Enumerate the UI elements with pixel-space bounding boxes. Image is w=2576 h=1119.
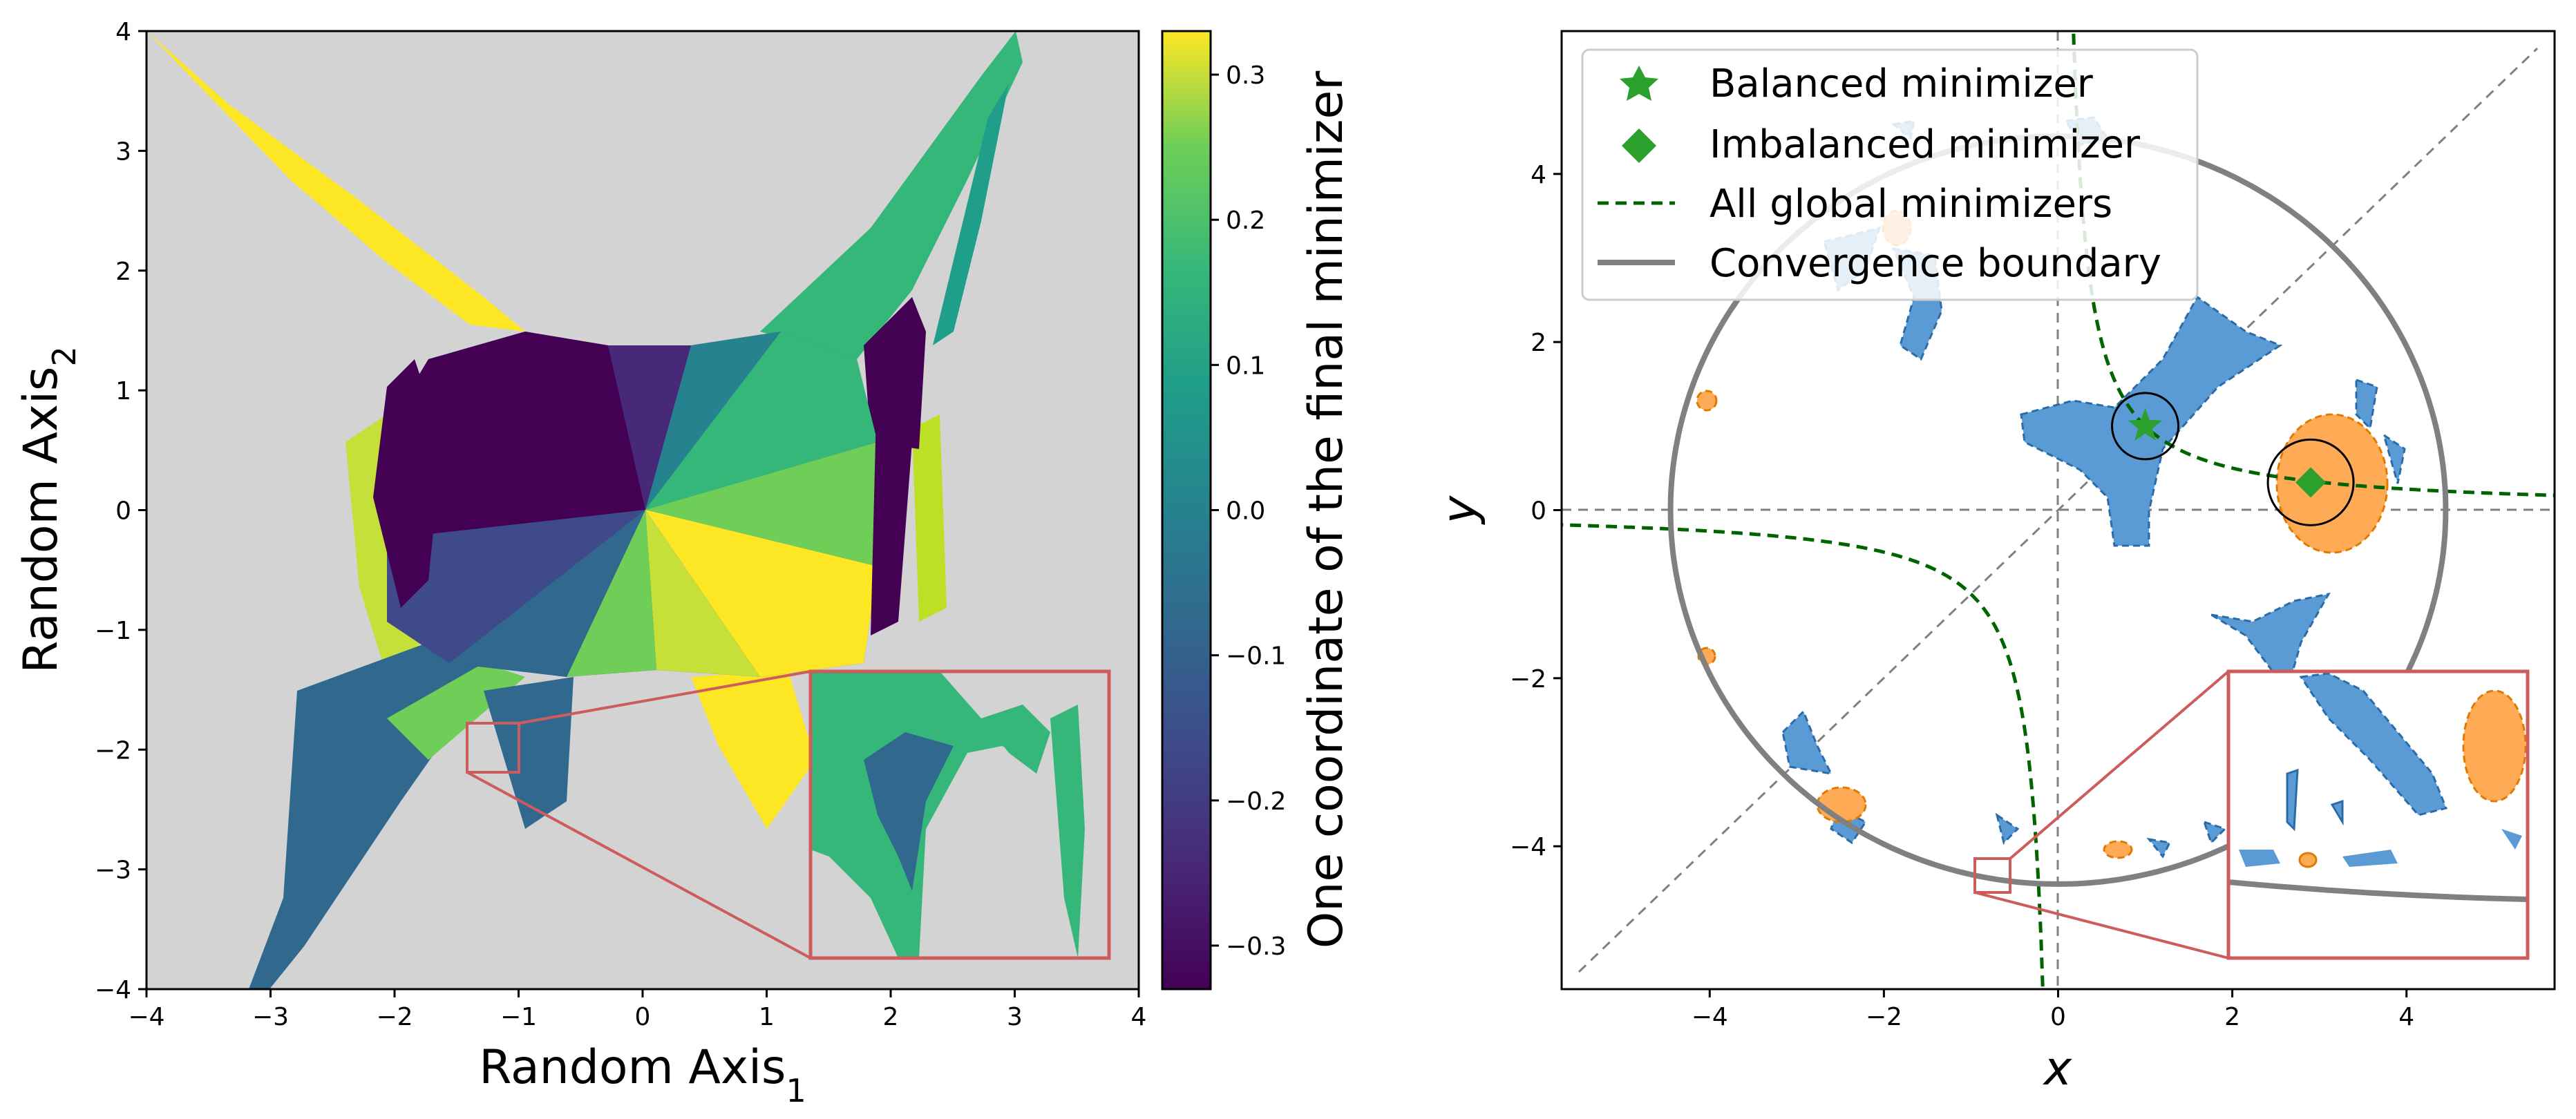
right-xtick-label: 4 bbox=[2398, 1003, 2414, 1031]
right-inset-source-box bbox=[1973, 857, 2011, 894]
legend-star-icon bbox=[1620, 66, 1658, 101]
left-xtick-label: −2 bbox=[376, 1003, 413, 1031]
colorbar-tick-label: 0.2 bbox=[1226, 207, 1265, 235]
right-inset bbox=[2226, 669, 2530, 960]
right-xtick-label: −2 bbox=[1866, 1003, 1902, 1031]
right-xtick-label: −4 bbox=[1692, 1003, 1728, 1031]
right-ytick-label: −4 bbox=[1510, 833, 1546, 861]
legend-balanced-label: Balanced minimizer bbox=[1710, 61, 2094, 106]
right-axis-ticks: −4 −2 0 2 4 −4 −2 0 2 4 bbox=[1510, 161, 2414, 1031]
right-xlabel: x bbox=[2043, 1042, 2072, 1096]
left-inset bbox=[808, 669, 1111, 960]
colorbar-tick-label: −0.3 bbox=[1226, 932, 1286, 961]
legend-diamond-icon bbox=[1622, 128, 1656, 163]
left-xtick-label: 0 bbox=[635, 1003, 651, 1031]
left-inset-connector-bottom bbox=[466, 771, 811, 959]
left-ytick-label: −1 bbox=[95, 617, 131, 645]
balanced-minimizer-circle bbox=[2111, 392, 2180, 461]
diagonal-line bbox=[1578, 47, 2539, 973]
left-xtick-label: 3 bbox=[1007, 1003, 1023, 1031]
left-axis-ticks: −4 −3 −2 −1 0 1 2 3 4 −4 −3 −2 −1 0 1 2 3 4 bbox=[95, 18, 1147, 1031]
left-ytick-label: −2 bbox=[95, 736, 131, 765]
right-xtick-label: 2 bbox=[2224, 1003, 2240, 1031]
imbalanced-minimizer-point bbox=[2295, 467, 2327, 498]
right-inset-boundary bbox=[2228, 879, 2528, 902]
balanced-minimizer-point bbox=[2128, 408, 2163, 441]
colorbar-tick-label: 0.1 bbox=[1226, 352, 1265, 380]
colorbar-label: One coordinate of the final minimizer bbox=[1299, 71, 1354, 949]
right-ylabel: y bbox=[1432, 495, 1487, 525]
right-ytick-label: 4 bbox=[1531, 161, 1546, 189]
legend-imbalanced-label: Imbalanced minimizer bbox=[1710, 122, 2141, 167]
left-xtick-label: 2 bbox=[883, 1003, 899, 1031]
left-ylabel: Random Axis2 bbox=[14, 346, 83, 673]
left-ytick-label: −3 bbox=[95, 857, 131, 885]
global-minimizers-curve-lower bbox=[1562, 523, 2045, 989]
legend-boundary-label: Convergence boundary bbox=[1710, 241, 2161, 286]
colorbar-tick-label: −0.2 bbox=[1226, 787, 1286, 816]
left-inset-frame bbox=[808, 669, 1111, 960]
left-ytick-label: 3 bbox=[115, 137, 131, 166]
right-inset-connector-bottom bbox=[1974, 891, 2229, 959]
right-ytick-label: −2 bbox=[1510, 665, 1546, 694]
legend-box bbox=[1581, 48, 2199, 301]
basin-heatmap bbox=[146, 31, 1023, 989]
left-xlabel: Random Axis1 bbox=[479, 1040, 806, 1109]
colorbar-tick-label: −0.1 bbox=[1226, 642, 1286, 671]
imbalanced-minimizer-circle bbox=[2266, 438, 2355, 526]
left-ytick-label: 0 bbox=[115, 497, 131, 526]
legend: Balanced minimizer Imbalanced minimizer … bbox=[1581, 48, 2199, 301]
right-inset-connector-top bbox=[2009, 670, 2230, 860]
colorbar-tick-label: 0.0 bbox=[1226, 497, 1265, 526]
left-xtick-label: −3 bbox=[252, 1003, 289, 1031]
legend-global-label: All global minimizers bbox=[1710, 182, 2112, 227]
right-ytick-label: 2 bbox=[1531, 329, 1546, 357]
right-panel: −4 −2 0 2 4 −4 −2 0 2 4 x y Balanced minimizer Im… bbox=[1432, 30, 2556, 1096]
left-inset-connector-top bbox=[518, 670, 811, 725]
colorbar-ticks: −0.3 −0.2 −0.1 0.0 0.1 0.2 0.3 bbox=[1211, 61, 1286, 961]
right-ytick-label: 0 bbox=[1531, 497, 1546, 526]
left-xtick-label: −1 bbox=[500, 1003, 537, 1031]
right-xtick-label: 0 bbox=[2050, 1003, 2066, 1031]
colorbar bbox=[1161, 30, 1212, 991]
left-ytick-label: 2 bbox=[115, 258, 131, 286]
left-ytick-label: 1 bbox=[115, 377, 131, 405]
left-xtick-label: 1 bbox=[759, 1003, 775, 1031]
right-inset-frame bbox=[2226, 669, 2530, 960]
left-ytick-label: 4 bbox=[115, 18, 131, 46]
left-inset-source-box bbox=[466, 722, 520, 774]
left-ytick-label: −4 bbox=[95, 976, 131, 1004]
left-xtick-label: 4 bbox=[1131, 1003, 1147, 1031]
left-xtick-label: −4 bbox=[128, 1003, 164, 1031]
colorbar-tick-label: 0.3 bbox=[1226, 61, 1265, 90]
